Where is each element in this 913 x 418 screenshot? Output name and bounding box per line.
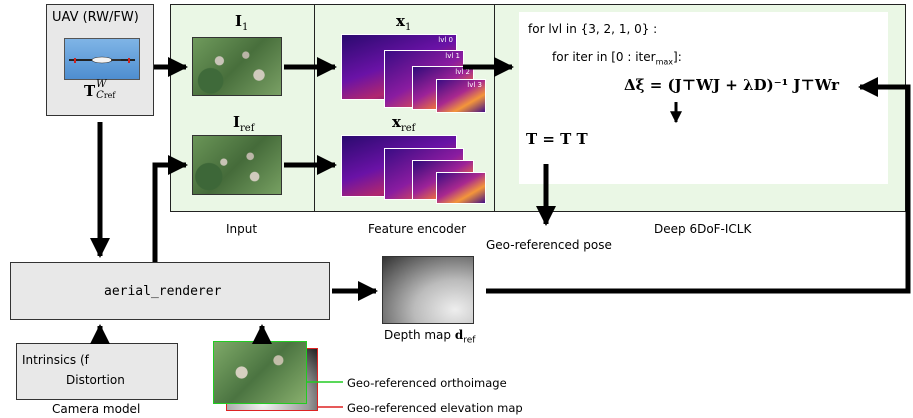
- arrow-depth-to-iclk: [486, 77, 911, 294]
- imgref-symbol: Iref: [233, 113, 255, 134]
- iclk-loop-iter: for iter in [0 : itermax]:: [552, 50, 682, 67]
- uav-title: UAV (RW/FW): [52, 10, 139, 25]
- image-1-thumbnail: [192, 37, 282, 96]
- input-label: Input: [226, 222, 258, 236]
- feature-encoder-label: Feature encoder: [368, 222, 467, 236]
- uav-pose: T W Cref: [84, 79, 116, 101]
- featref-symbol: xref: [392, 113, 416, 134]
- iclk-label: Deep 6DoF-ICLK: [654, 222, 752, 236]
- uav-plane-icon: [69, 56, 135, 64]
- camera-model-box: [16, 343, 178, 400]
- feat1-symbol: x1: [396, 12, 412, 33]
- camera-model-label: Camera model: [52, 402, 141, 416]
- iclk-pose-equation: T = T T: [526, 130, 588, 148]
- feature-map-ref-lvl3: [436, 172, 486, 204]
- geo-pose-label: Geo-referenced pose: [486, 238, 612, 252]
- aerial-renderer-label: aerial_renderer: [104, 284, 222, 299]
- arrow-renderer-to-imgref: [152, 155, 188, 262]
- depth-map-label: Depth map dref: [384, 328, 476, 346]
- camera-distortion: Distortion: [66, 373, 125, 387]
- iclk-loop-lvl: for lvl in {3, 2, 1, 0} :: [528, 22, 658, 36]
- uav-image: [64, 38, 140, 80]
- img1-symbol: I1: [235, 12, 249, 33]
- orthoimage-thumbnail: [213, 341, 307, 404]
- iclk-inner-panel: [519, 12, 888, 184]
- feature-map-1-lvl3: lvl 3: [436, 79, 486, 113]
- orthoimage-label: Geo-referenced orthoimage: [347, 376, 507, 390]
- aerial-renderer-box: [10, 262, 330, 320]
- image-ref-thumbnail: [192, 135, 282, 195]
- encoder-divider: [314, 4, 315, 212]
- elevation-map-label: Geo-referenced elevation map: [347, 401, 523, 415]
- camera-intrinsics: Intrinsics (f: [22, 353, 89, 367]
- iclk-update-equation: Δξ = (J⊤WJ + λD)⁻¹ J⊤Wr: [624, 76, 839, 94]
- depth-map-thumbnail: [382, 256, 474, 324]
